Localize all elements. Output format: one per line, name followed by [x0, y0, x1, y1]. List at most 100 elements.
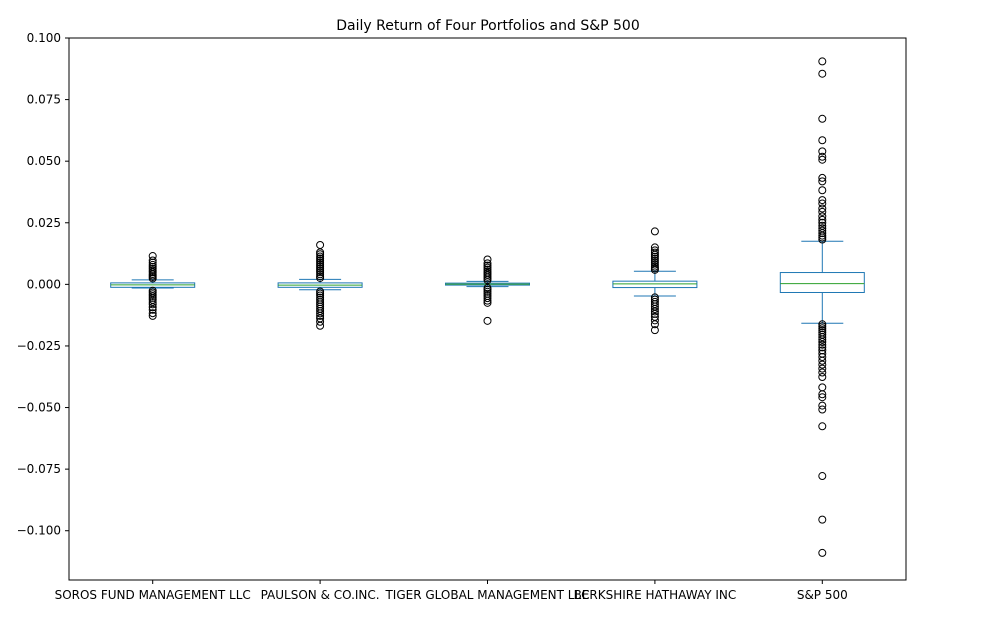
outlier-point — [650, 252, 659, 261]
x-tick-label: TIGER GLOBAL MANAGEMENT LLC — [384, 588, 589, 602]
outlier-point — [316, 317, 325, 326]
outlier-point — [148, 291, 157, 300]
outlier-point — [316, 248, 325, 257]
x-tick-label: S&P 500 — [797, 588, 848, 602]
outlier-point — [650, 320, 659, 329]
outlier-point — [818, 173, 827, 182]
outlier-point — [483, 255, 492, 264]
outlier-point — [818, 390, 827, 399]
outlier-point — [818, 356, 827, 365]
outlier-point — [148, 274, 157, 283]
plot-area — [110, 57, 865, 557]
outlier-point — [818, 393, 827, 402]
outlier-point — [818, 472, 827, 481]
outlier-point — [818, 548, 827, 557]
outlier-point — [316, 273, 325, 282]
outlier-point — [316, 250, 325, 259]
outlier-point — [148, 311, 157, 320]
outlier-point — [483, 298, 492, 307]
outlier-point — [316, 270, 325, 279]
y-tick-label: −0.100 — [17, 524, 61, 538]
outlier-point — [818, 515, 827, 524]
outlier-point — [483, 287, 492, 296]
outlier-point — [818, 199, 827, 208]
y-tick-label: 0.050 — [27, 154, 61, 168]
outlier-point — [650, 256, 659, 265]
box-series — [445, 255, 530, 325]
outlier-point — [316, 311, 325, 320]
outlier-point — [818, 320, 827, 329]
outlier-point — [148, 258, 157, 267]
outlier-point — [818, 360, 827, 369]
outlier-point — [316, 264, 325, 273]
y-tick-label: 0.075 — [27, 93, 61, 107]
outlier-point — [650, 309, 659, 318]
outlier-point — [650, 305, 659, 313]
outlier-point — [148, 256, 157, 265]
outlier-point — [818, 405, 827, 414]
outlier-point — [316, 289, 325, 298]
outlier-point — [483, 285, 492, 294]
outlier-point — [148, 298, 157, 307]
outlier-point — [316, 260, 325, 269]
outlier-point — [316, 254, 325, 263]
outlier-point — [316, 321, 325, 330]
y-tick-label: −0.075 — [17, 462, 61, 476]
outlier-point — [148, 303, 157, 312]
outlier-point — [818, 155, 827, 164]
outlier-point — [483, 316, 492, 325]
outlier-point — [316, 240, 325, 249]
chart-title: Daily Return of Four Portfolios and S&P … — [336, 18, 639, 34]
box-series — [110, 252, 196, 320]
outlier-point — [818, 340, 827, 349]
outlier-point — [818, 422, 827, 431]
outlier-point — [818, 235, 827, 244]
outlier-point — [818, 114, 827, 123]
outlier-point — [818, 229, 827, 238]
outlier-point — [818, 207, 827, 216]
outlier-point — [316, 262, 325, 271]
outlier-point — [483, 276, 492, 285]
outlier-point — [818, 372, 827, 381]
y-tick-label: −0.050 — [17, 401, 61, 415]
outlier-point — [818, 218, 827, 227]
outlier-point — [650, 260, 659, 269]
outlier-point — [148, 293, 157, 302]
y-axis: 0.100 0.075 0.050 0.025 0.000 −0.025 −0.050 −0.… — [17, 31, 69, 538]
y-tick-label: 0.000 — [27, 277, 61, 291]
outlier-point — [650, 307, 659, 316]
outlier-point — [818, 186, 827, 195]
outlier-point — [483, 261, 492, 270]
outlier-point — [818, 338, 827, 347]
outlier-point — [483, 296, 492, 305]
outlier-point — [818, 401, 827, 410]
outlier-point — [818, 57, 827, 66]
outlier-point — [316, 266, 325, 275]
outlier-point — [818, 177, 827, 186]
outlier-point — [818, 233, 827, 242]
x-axis: SOROS FUND MANAGEMENT LLC PAULSON & CO.IN… — [55, 580, 848, 602]
y-tick-label: −0.025 — [17, 339, 61, 353]
outlier-point — [650, 248, 659, 257]
outlier-point — [148, 309, 157, 318]
outlier-point — [818, 152, 827, 161]
outlier-point — [650, 316, 659, 325]
outlier-point — [148, 305, 157, 314]
outlier-point — [818, 322, 827, 331]
x-tick-label: PAULSON & CO.INC. — [261, 588, 380, 602]
outlier-point — [818, 204, 827, 213]
outlier-point — [818, 353, 827, 362]
outlier-point — [650, 250, 659, 259]
outlier-point — [818, 343, 827, 352]
outlier-point — [316, 258, 325, 267]
outlier-point — [818, 383, 827, 392]
outlier-point — [316, 309, 325, 318]
box-series — [277, 240, 363, 330]
outlier-point — [148, 300, 157, 309]
outlier-point — [483, 294, 492, 303]
outlier-point — [818, 364, 827, 373]
outlier-point — [316, 287, 325, 296]
box-series — [612, 227, 698, 335]
outlier-point — [818, 136, 827, 145]
